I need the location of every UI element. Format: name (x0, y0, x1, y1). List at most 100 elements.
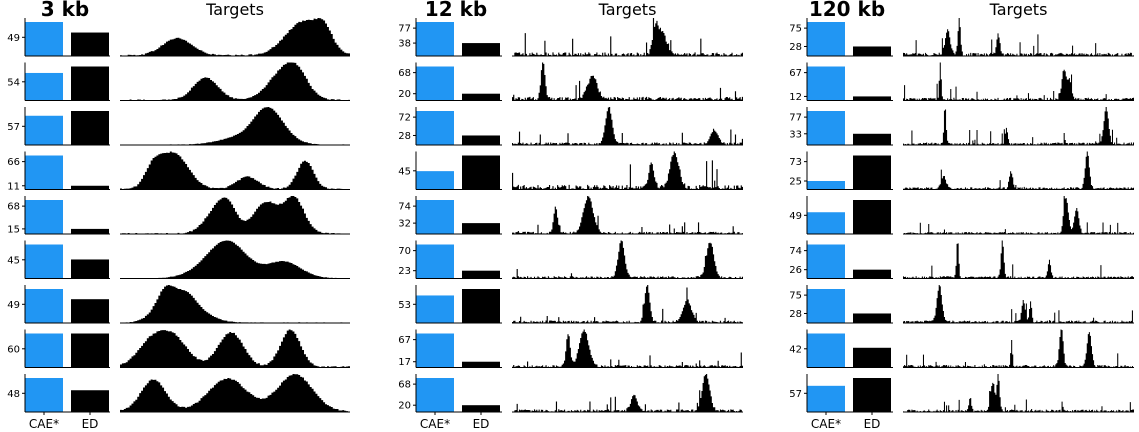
row-9: 68 20 (398, 374, 743, 413)
target-profile (120, 374, 350, 412)
row-6: 45 (7, 240, 350, 279)
row-3: 72 28 (398, 107, 743, 146)
y-tick-label: 49 (7, 33, 20, 44)
cae-bar (807, 385, 845, 412)
row-1: 49 (7, 18, 350, 57)
y-tick-label: 77 (789, 113, 802, 124)
target-profile (512, 107, 743, 145)
cae-bar (807, 111, 845, 145)
target-profile (120, 329, 350, 368)
cae-bar (416, 111, 454, 145)
ed-bar (462, 405, 500, 412)
target-profile (512, 285, 743, 323)
y-tick-label: 26 (789, 265, 802, 276)
x-tick-label: ED (864, 417, 881, 431)
ed-bar (71, 185, 109, 190)
cae-bar (416, 378, 454, 412)
ed-bar (71, 228, 109, 234)
y-tick-label: 53 (398, 300, 411, 311)
ed-bar (71, 259, 109, 279)
row-7: 49 (7, 285, 350, 324)
row-1: 75 28 (789, 18, 1134, 57)
panel-title: 3 kb (41, 0, 90, 21)
y-tick-label: 33 (789, 129, 802, 140)
panel-3: 120 kb Targets752867127733732549742675284… (789, 0, 1134, 431)
y-tick-label: 32 (398, 219, 411, 230)
target-profile (903, 285, 1134, 323)
panel-title: 12 kb (425, 0, 487, 21)
y-tick-label: 70 (398, 246, 411, 257)
row-6: 74 26 (789, 240, 1134, 279)
ed-bar (462, 361, 500, 368)
y-tick-label: 73 (789, 157, 802, 168)
cae-bar (25, 72, 63, 101)
cae-bar (25, 115, 63, 145)
target-profile (903, 62, 1134, 101)
row-5: 74 32 (398, 196, 743, 235)
target-profile (120, 18, 350, 56)
y-tick-label: 67 (789, 68, 802, 79)
ed-bar (71, 390, 109, 412)
ed-bar (462, 43, 500, 56)
y-tick-label: 49 (7, 300, 20, 311)
target-profile (120, 107, 350, 145)
target-profile (903, 329, 1134, 368)
row-3: 57 (7, 107, 350, 146)
row-5: 68 15 (7, 196, 350, 235)
cae-bar (416, 200, 454, 234)
ed-bar (71, 111, 109, 145)
cae-bar (807, 289, 845, 323)
cae-bar (416, 66, 454, 101)
panel-1: 3 kb Targets 49 54 57 66 11 68 15 45 49 60 48 CAE* ED (7, 0, 350, 431)
y-tick-label: 57 (7, 122, 20, 133)
cae-bar (25, 22, 63, 56)
cae-bar (25, 155, 63, 190)
y-tick-label: 20 (398, 401, 411, 412)
cae-bar (416, 171, 454, 190)
y-tick-label: 28 (398, 131, 411, 142)
y-tick-label: 54 (7, 77, 20, 88)
cae-bar (416, 244, 454, 279)
target-profile (512, 240, 743, 279)
row-4: 45 (398, 151, 743, 190)
y-tick-label: 12 (789, 92, 802, 103)
ed-bar (71, 299, 109, 323)
ed-bar (462, 135, 500, 145)
row-9: 57 (789, 374, 1134, 413)
targets-title: Targets (205, 0, 264, 19)
ed-bar (853, 347, 891, 368)
ed-bar (853, 200, 891, 234)
cae-bar (807, 181, 845, 190)
row-2: 68 20 (398, 62, 743, 101)
target-profile (903, 240, 1134, 279)
cae-bar (25, 333, 63, 368)
targets-title: Targets (598, 0, 657, 19)
cae-bar (416, 333, 454, 368)
cae-bar (416, 22, 454, 56)
y-tick-label: 28 (789, 42, 802, 53)
y-tick-label: 28 (789, 309, 802, 320)
y-tick-label: 74 (398, 202, 411, 213)
target-profile (120, 196, 350, 234)
y-tick-label: 75 (789, 24, 802, 35)
y-tick-label: 48 (7, 389, 20, 400)
y-tick-label: 20 (398, 89, 411, 100)
target-profile (903, 374, 1134, 412)
y-tick-label: 68 (398, 68, 411, 79)
y-tick-label: 49 (789, 211, 802, 222)
row-2: 54 (7, 62, 350, 101)
ed-bar (462, 289, 500, 323)
target-profile (903, 107, 1134, 145)
row-8: 60 (7, 329, 350, 368)
target-profile (512, 18, 743, 56)
target-profile (903, 18, 1134, 56)
target-profile (512, 151, 743, 190)
target-profile (512, 374, 743, 412)
y-tick-label: 68 (7, 202, 20, 213)
y-tick-label: 23 (398, 266, 411, 277)
ed-bar (853, 133, 891, 145)
y-tick-label: 72 (398, 113, 411, 124)
ed-bar (853, 378, 891, 412)
ed-bar (853, 313, 891, 323)
